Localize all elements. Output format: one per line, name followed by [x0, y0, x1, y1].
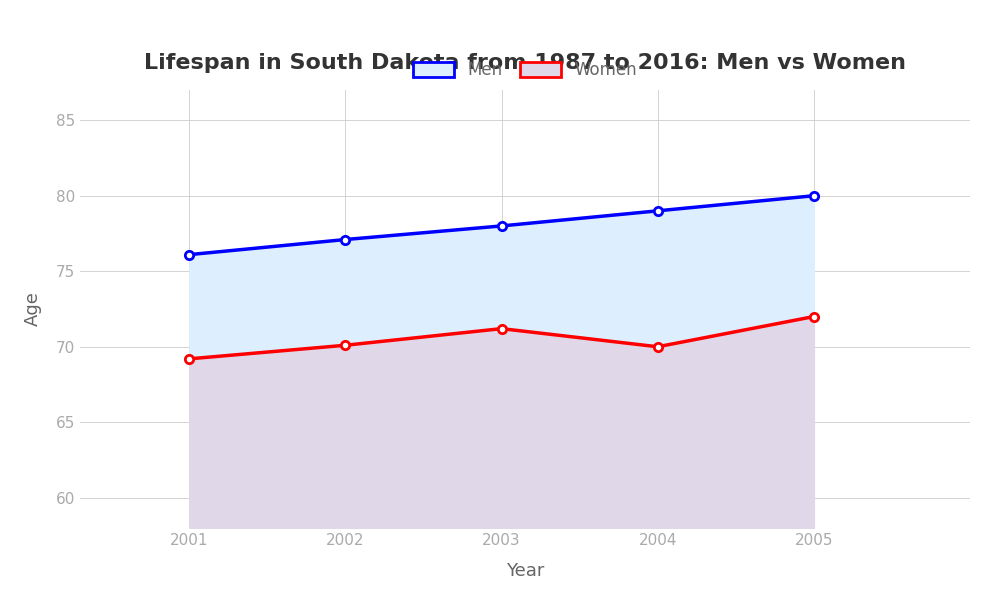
X-axis label: Year: Year — [506, 562, 544, 580]
Legend: Men, Women: Men, Women — [406, 55, 644, 86]
Title: Lifespan in South Dakota from 1987 to 2016: Men vs Women: Lifespan in South Dakota from 1987 to 20… — [144, 53, 906, 73]
Y-axis label: Age: Age — [24, 292, 42, 326]
